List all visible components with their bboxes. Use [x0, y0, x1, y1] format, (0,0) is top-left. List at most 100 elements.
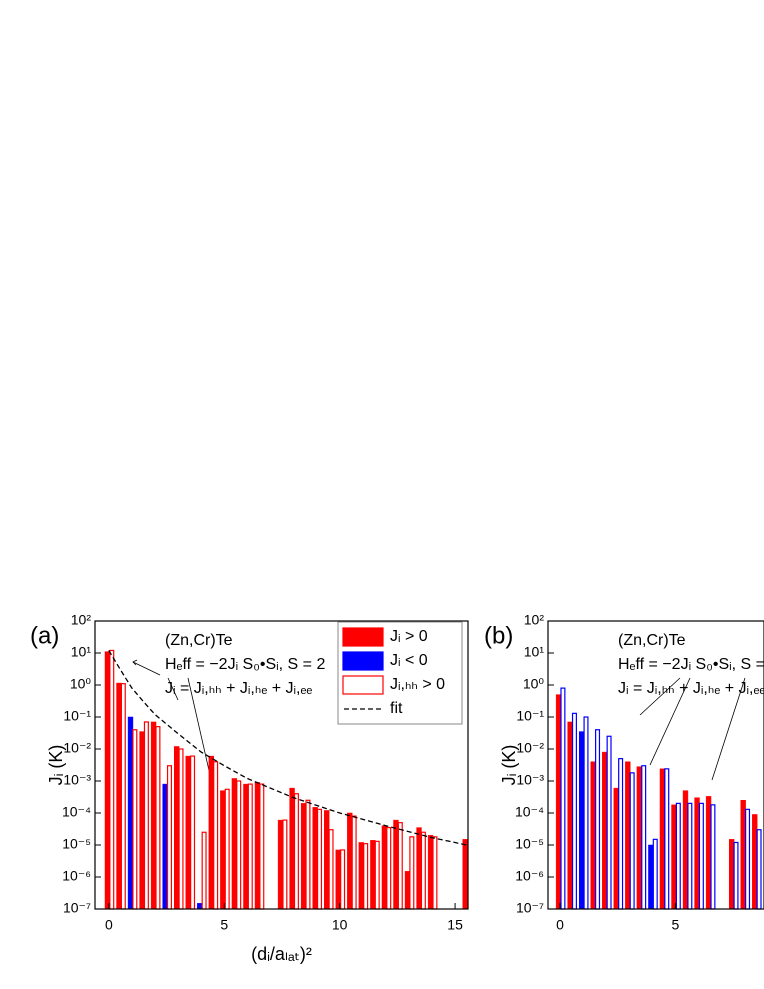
open-bar: [259, 783, 265, 910]
bar: [404, 871, 411, 910]
annotation: Hₑff = −2Jᵢ S₀•Sᵢ, S = 2: [165, 656, 325, 673]
open-bar: [120, 683, 126, 910]
y-tick-label: 10⁻⁶: [62, 868, 91, 884]
open-bar: [386, 826, 392, 910]
open-bar: [641, 765, 647, 910]
arrow: [167, 677, 179, 701]
open-bar: [595, 729, 601, 910]
chart-panel: 10² 10¹ 10⁰ 10⁻¹ 10⁻² 10⁻³ 10⁻⁴ 10⁻⁵ 10⁻⁶ 10⁻⁷ 0 5 1…: [30, 612, 469, 964]
open-bar: [374, 840, 380, 910]
bar: [648, 844, 654, 910]
open-bar: [213, 761, 219, 910]
y-tick-label: 10⁻⁷: [516, 900, 544, 916]
bar: [462, 839, 468, 910]
bar: [393, 819, 399, 910]
bar: [139, 731, 145, 910]
y-tick-label: 10⁻⁶: [515, 868, 544, 884]
bar: [659, 768, 666, 910]
open-bar: [224, 788, 230, 910]
y-tick-label: 10⁻²: [63, 740, 91, 756]
open-bar: [190, 755, 196, 910]
bar: [312, 807, 318, 910]
bar: [347, 812, 353, 910]
y-tick-label: 10¹: [71, 644, 92, 660]
arrow-head: [132, 659, 138, 666]
bar: [358, 842, 364, 910]
bar: [277, 819, 284, 910]
open-bar: [132, 729, 138, 910]
y-tick-label: 10⁰: [70, 676, 92, 692]
legend-label: Jᵢ > 0: [390, 628, 428, 645]
bar: [231, 778, 238, 910]
bar: [289, 787, 295, 910]
y-tick-label: 10⁻³: [516, 772, 544, 788]
open-bar: [652, 838, 658, 910]
bar: [381, 825, 388, 910]
open-bar: [745, 808, 751, 910]
open-bar: [606, 735, 612, 910]
x-tick-label: 0: [556, 917, 564, 933]
open-bar: [409, 836, 415, 910]
open-bar: [316, 808, 323, 910]
open-bar: [618, 758, 624, 910]
bar: [220, 790, 226, 910]
open-bar: [571, 712, 577, 910]
open-bar: [675, 802, 681, 910]
open-bar: [698, 802, 704, 910]
arrow: [711, 677, 746, 781]
annotation: Jᵢ = Jᵢ,ₕₕ + Jᵢ,ₕₑ + Jᵢ,ₑₑ: [165, 680, 312, 697]
bar: [300, 803, 307, 910]
arrow: [649, 677, 691, 766]
bar: [173, 746, 180, 910]
y-tick-label: 10⁻⁴: [515, 804, 544, 820]
open-bar: [363, 843, 369, 910]
bar: [602, 751, 608, 910]
y-tick-label: 10²: [524, 612, 545, 628]
bar: [427, 835, 434, 910]
bar: [694, 797, 700, 910]
legend-swatch: [342, 651, 384, 671]
open-bar: [733, 841, 739, 910]
arrow: [132, 661, 161, 676]
x-tick-label: 10: [332, 917, 348, 933]
open-bar: [710, 804, 716, 910]
bar: [705, 796, 712, 910]
legend-swatch: [342, 627, 384, 647]
y-tick-label: 10⁻³: [63, 772, 91, 788]
bar: [185, 755, 191, 910]
open-bar: [340, 849, 346, 910]
bar: [370, 840, 376, 910]
y-tick-label: 10¹: [524, 644, 545, 660]
bar: [243, 783, 249, 910]
bar: [567, 721, 573, 910]
panel-label: (b): [484, 622, 513, 649]
open-bar: [756, 829, 762, 910]
annotation: Jᵢ = Jᵢ,ₕₕ + Jᵢ,ₕₑ + Jᵢ,ₑₑ: [618, 680, 764, 697]
x-axis-label: (dᵢ/aₗₐₜ)²: [251, 944, 312, 964]
panel-label: (a): [30, 622, 59, 649]
y-tick-label: 10⁻¹: [63, 708, 91, 724]
bar: [416, 827, 422, 910]
bar: [636, 766, 643, 910]
open-bar: [155, 726, 161, 910]
open-bar: [201, 831, 207, 910]
annotation: (Zn,Cr)Te: [165, 632, 233, 649]
y-tick-label: 10²: [71, 612, 92, 628]
bar: [752, 814, 758, 910]
open-bar: [166, 765, 173, 910]
y-tick-label: 10⁻⁷: [63, 900, 91, 916]
y-tick-label: 10⁻¹: [516, 708, 544, 724]
bar: [671, 804, 677, 910]
bar: [324, 810, 330, 910]
bar: [208, 755, 214, 910]
open-bar: [629, 772, 635, 910]
y-tick-label: 10⁻⁴: [62, 804, 91, 820]
legend-label: Jᵢ,ₕₕ > 0: [390, 676, 445, 693]
open-bar: [293, 793, 299, 910]
open-bar: [687, 802, 693, 910]
open-bar: [109, 649, 115, 910]
open-bar: [351, 815, 357, 910]
bar: [335, 849, 341, 910]
open-bar: [328, 829, 334, 910]
bar: [625, 761, 631, 910]
